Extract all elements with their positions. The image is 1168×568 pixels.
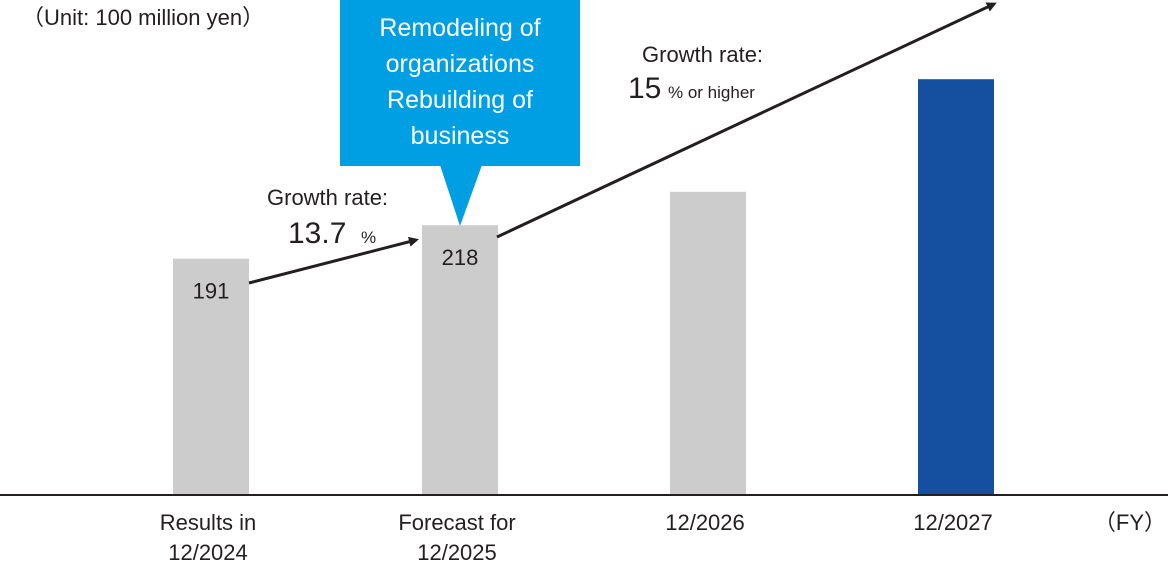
- growth-arrow-1: [248, 236, 419, 285]
- callout-line-2: organizations: [386, 50, 535, 78]
- category-label-2-line-1: Forecast for: [398, 510, 515, 535]
- category-label-3-line-1: 12/2026: [665, 510, 745, 535]
- growth-arrow-2: [496, 2, 997, 239]
- data-label-1: 191: [193, 279, 230, 304]
- growth-rate-1-unit: %: [361, 228, 376, 247]
- bars-group: 191 218: [173, 79, 994, 495]
- growth-rate-2-value: 15: [628, 72, 661, 105]
- category-labels: Results in 12/2024 Forecast for 12/2025 12/2…: [160, 510, 993, 565]
- category-label-1-line-1: Results in: [160, 510, 257, 535]
- callout: Remodeling of organizations Rebuilding o…: [340, 0, 580, 226]
- callout-line-4: business: [411, 122, 510, 150]
- growth-rate-1-title: Growth rate:: [267, 185, 388, 210]
- category-label-4-line-1: 12/2027: [913, 510, 993, 535]
- data-label-2: 218: [442, 245, 479, 270]
- callout-pointer: [440, 165, 482, 226]
- x-unit-label: （FY）: [1094, 510, 1166, 535]
- bar-3: [670, 191, 746, 495]
- bar-1: [173, 258, 249, 495]
- bar-2: [422, 225, 498, 495]
- bar-4: [918, 79, 994, 495]
- growth-rate-2-title: Growth rate:: [642, 42, 763, 67]
- category-label-1-line-2: 12/2024: [168, 540, 248, 565]
- callout-line-3: Rebuilding of: [387, 86, 533, 114]
- callout-line-1: Remodeling of: [379, 14, 540, 42]
- callout-box: [340, 0, 580, 166]
- growth-rate-2-unit: % or higher: [668, 83, 755, 102]
- unit-label: （Unit: 100 million yen）: [22, 5, 264, 30]
- growth-rate-1-value: 13.7: [288, 217, 346, 250]
- category-label-2-line-2: 12/2025: [417, 540, 497, 565]
